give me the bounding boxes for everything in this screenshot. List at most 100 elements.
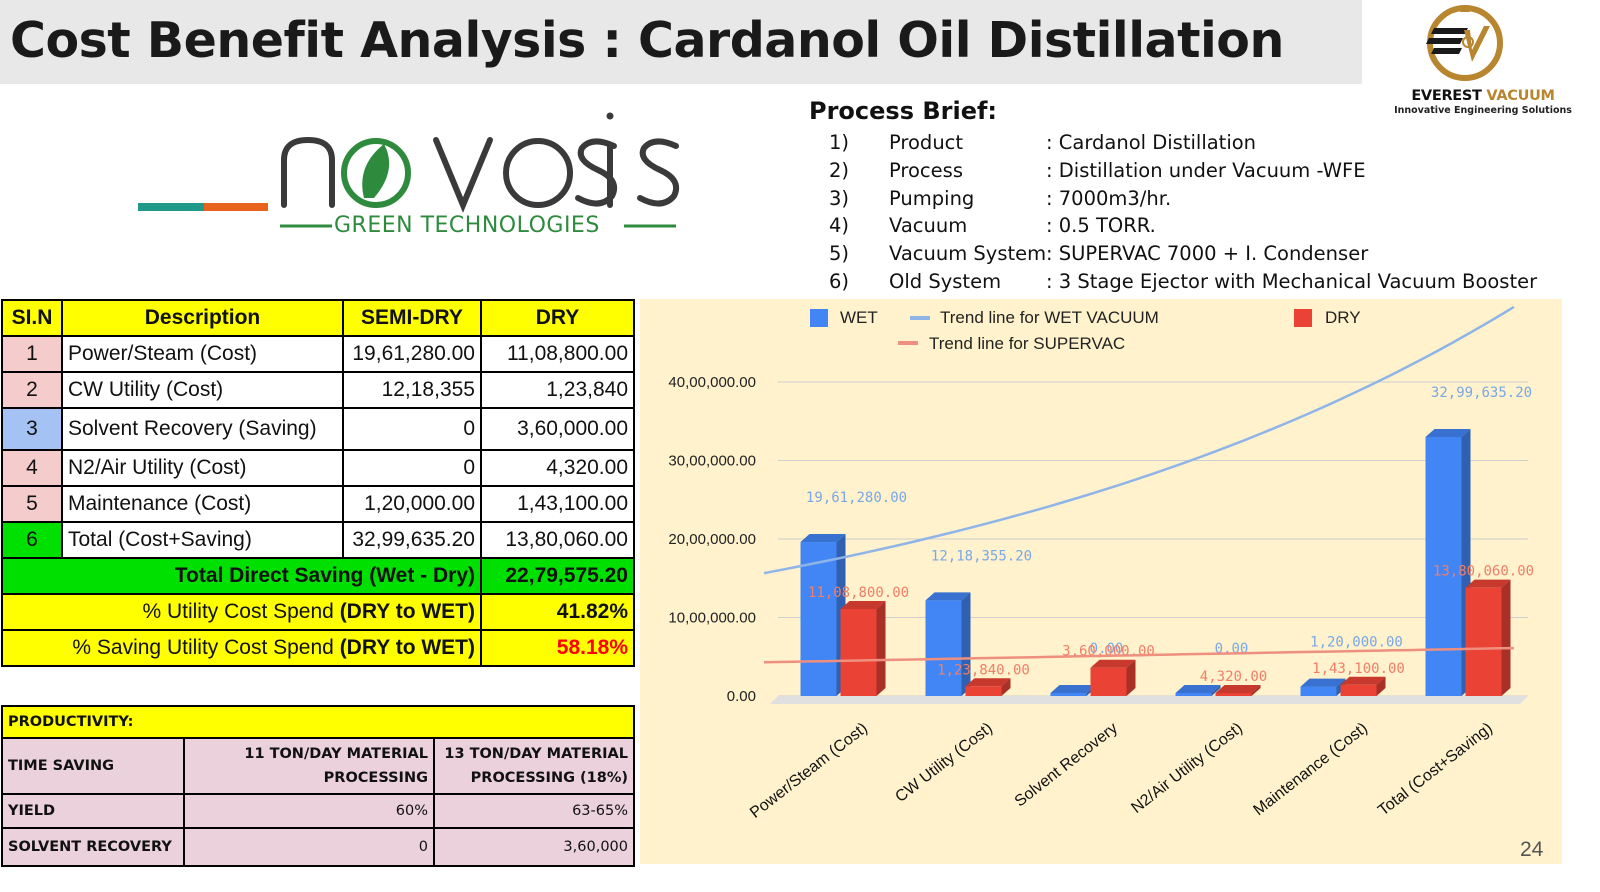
brief-item-key: Vacuum System bbox=[889, 242, 1047, 266]
everest-vacuum-name: EVEREST VACUUM bbox=[1411, 88, 1555, 104]
novosis-logo: GREEN TECHNOLOGIES bbox=[136, 100, 684, 250]
table-row: 3 Solvent Recovery (Saving) 0 3,60,000.0… bbox=[1, 407, 635, 451]
brief-item: 2) Process : Distillation under Vacuum -… bbox=[809, 157, 1529, 185]
brief-item-number: 6) bbox=[829, 269, 850, 293]
data-label-wet: 1,20,000.00 bbox=[1310, 635, 1403, 651]
total-saving-value: 22,79,575.20 bbox=[480, 557, 635, 595]
row-dry: 1,23,840 bbox=[480, 371, 635, 409]
saving-spend-label: % Saving Utility Cost Spend (DRY to WET) bbox=[1, 629, 482, 667]
y-tick-label: 40,00,000.00 bbox=[668, 374, 756, 391]
brief-item-value: : Distillation under Vacuum -WFE bbox=[1046, 158, 1366, 182]
row-dry: 1,43,100.00 bbox=[480, 485, 635, 523]
bar-side-dry bbox=[876, 600, 886, 696]
bar-dry bbox=[840, 608, 877, 696]
brief-item-number: 5) bbox=[829, 242, 850, 266]
cost-table-header: SI.N Description SEMI-DRY DRY bbox=[1, 299, 635, 337]
bar-dry bbox=[965, 686, 1002, 696]
row-semi-dry: 0 bbox=[342, 407, 482, 451]
brief-item-number: 3) bbox=[829, 186, 850, 210]
bar-side-wet bbox=[1211, 685, 1221, 696]
row-semi-dry: 12,18,355 bbox=[342, 371, 482, 409]
yield-13-ton: 63-65% bbox=[433, 793, 635, 829]
bar-wet bbox=[800, 542, 837, 696]
bar-dry bbox=[1090, 667, 1127, 696]
data-label-wet: 19,61,280.00 bbox=[806, 490, 907, 506]
row-sl: 3 bbox=[1, 407, 63, 451]
y-tick-label: 10,00,000.00 bbox=[668, 610, 756, 627]
bar-top-dry bbox=[1340, 676, 1386, 685]
row-dry: 13,80,060.00 bbox=[480, 521, 635, 559]
bar-top-wet bbox=[1300, 678, 1346, 687]
row-dry: 4,320.00 bbox=[480, 449, 635, 487]
row-sl: 5 bbox=[1, 485, 63, 523]
bar-dry bbox=[1215, 693, 1252, 696]
x-tick-label: N2/Air Utility (Cost) bbox=[1128, 720, 1246, 817]
bar-dry bbox=[1340, 684, 1377, 696]
bar-top-dry bbox=[840, 600, 886, 609]
row-dry: 11,08,800.00 bbox=[480, 335, 635, 373]
solvent-recovery-11-ton: 0 bbox=[183, 827, 435, 867]
row-semi-dry: 32,99,635.20 bbox=[342, 521, 482, 559]
legend-swatch-dry bbox=[1294, 309, 1312, 327]
utility-spend-label: % Utility Cost Spend (DRY to WET) bbox=[1, 593, 482, 631]
row-sl: 2 bbox=[1, 371, 63, 409]
brief-item-number: 1) bbox=[829, 131, 850, 154]
brief-item-value: : 3 Stage Ejector with Mechanical Vacuum… bbox=[1046, 269, 1538, 293]
table-row: 5 Maintenance (Cost) 1,20,000.00 1,43,10… bbox=[1, 485, 635, 523]
table-row: 2 CW Utility (Cost) 12,18,355 1,23,840 bbox=[1, 371, 635, 409]
header-sl: SI.N bbox=[1, 299, 63, 337]
productivity-heading: PRODUCTIVITY: bbox=[1, 705, 635, 739]
everest-vacuum-tagline: Innovative Engineering Solutions bbox=[1394, 105, 1572, 116]
process-brief: Process Brief: 1) Product : Cardanol Dis… bbox=[809, 97, 1537, 296]
solvent-recovery-13-ton: 3,60,000 bbox=[433, 827, 635, 867]
brief-item-value: : 7000m3/hr. bbox=[1046, 186, 1172, 210]
time-saving-label: TIME SAVING bbox=[1, 737, 185, 795]
bar-side-dry bbox=[1376, 676, 1386, 696]
cost-table: SI.N Description SEMI-DRY DRY 1 Power/St… bbox=[1, 299, 635, 667]
bar-wet bbox=[925, 600, 962, 696]
header-description: Description bbox=[61, 299, 344, 337]
bar-side-dry bbox=[1001, 678, 1011, 696]
row-description: CW Utility (Cost) bbox=[61, 371, 344, 409]
brief-item-key: Vacuum bbox=[889, 214, 968, 238]
saving-spend-row: % Saving Utility Cost Spend (DRY to WET)… bbox=[1, 629, 635, 667]
table-row: 4 N2/Air Utility (Cost) 0 4,320.00 bbox=[1, 449, 635, 487]
brief-item: 6) Old System : 3 Stage Ejector with Mec… bbox=[809, 268, 1537, 296]
row-dry: 3,60,000.00 bbox=[480, 407, 635, 451]
page-number: 24 bbox=[1520, 838, 1544, 861]
row-semi-dry: 0 bbox=[342, 449, 482, 487]
brief-item-value: : Cardanol Distillation bbox=[1046, 131, 1257, 154]
data-label-wet: 0.00 bbox=[1090, 641, 1124, 657]
brief-item-key: Pumping bbox=[889, 186, 975, 210]
row-sl: 4 bbox=[1, 449, 63, 487]
novosis-wordmark-icon bbox=[138, 112, 680, 228]
brief-item-key: Old System bbox=[889, 269, 1002, 293]
brief-item-number: 2) bbox=[829, 158, 850, 182]
data-label-wet: 12,18,355.20 bbox=[931, 548, 1032, 564]
brief-item: 1) Product : Cardanol Distillation bbox=[809, 129, 1529, 157]
bar-top-dry bbox=[1465, 579, 1511, 588]
data-label-dry: 1,43,100.00 bbox=[1312, 661, 1405, 677]
legend-label-trend-wet: Trend line for WET VACUUM bbox=[940, 308, 1159, 327]
bar-top-dry bbox=[1215, 685, 1261, 693]
brief-item: 4) Vacuum : 0.5 TORR. bbox=[809, 212, 1529, 240]
table-row: 1 Power/Steam (Cost) 19,61,280.00 11,08,… bbox=[1, 335, 635, 373]
y-tick-label: 0.00 bbox=[727, 688, 756, 705]
x-tick-label: Power/Steam (Cost) bbox=[747, 720, 871, 822]
brief-item-number: 4) bbox=[829, 214, 850, 238]
row-semi-dry: 1,20,000.00 bbox=[342, 485, 482, 523]
trendline-supervac bbox=[763, 646, 1515, 664]
saving-spend-value: 58.18% bbox=[480, 629, 635, 667]
chart-floor bbox=[770, 696, 1528, 704]
trendline-wet bbox=[763, 305, 1515, 575]
x-tick-label: Total (Cost+Saving) bbox=[1375, 720, 1496, 820]
productivity-table: PRODUCTIVITY: TIME SAVING 11 TON/DAY MAT… bbox=[1, 705, 635, 867]
data-label-wet: 32,99,635.20 bbox=[1431, 385, 1532, 401]
data-label-dry: 4,320.00 bbox=[1200, 669, 1267, 685]
y-tick-label: 30,00,000.00 bbox=[668, 453, 756, 470]
legend-label-wet: WET bbox=[840, 308, 878, 327]
row-description: Total (Cost+Saving) bbox=[61, 521, 344, 559]
brief-item-key: Product bbox=[889, 131, 964, 154]
data-label-dry: 11,08,800.00 bbox=[808, 585, 909, 601]
row-description: Solvent Recovery (Saving) bbox=[61, 407, 344, 451]
